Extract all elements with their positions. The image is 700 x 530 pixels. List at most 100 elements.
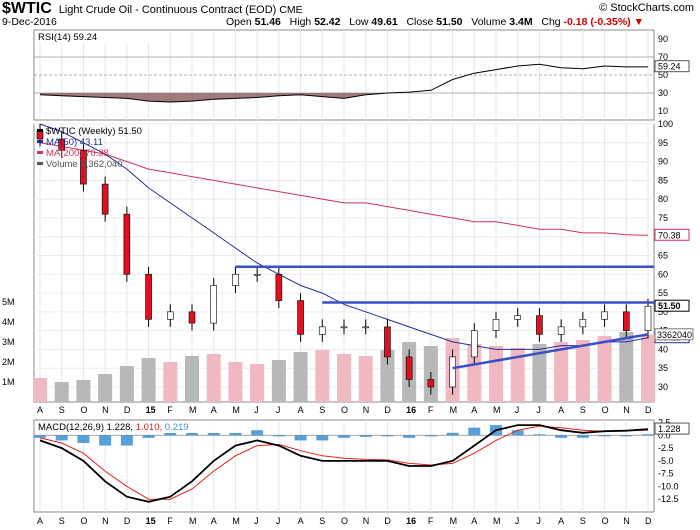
macd-tick-label: 2.5 <box>658 418 671 428</box>
x-tick-label-lower: F <box>167 516 173 526</box>
volume-bar <box>185 356 199 402</box>
macd-histogram-bar <box>316 435 329 441</box>
volume-bar <box>293 352 308 402</box>
volume-bar <box>98 374 113 402</box>
x-tick-label-lower: 16 <box>406 516 416 526</box>
macd-panel: 2.5 0.0 -2.5 -5.0 -7.5 -10.0 -12.5 MACD(12,26,9… <box>33 418 690 513</box>
x-tick-label-lower: J <box>515 516 520 526</box>
macd-histogram-bar <box>468 427 481 436</box>
down-arrow-icon: ▼ <box>633 16 644 28</box>
candle-down <box>427 379 435 388</box>
price-tick-label: 65 <box>658 250 668 260</box>
candle-up <box>514 315 522 320</box>
x-tick-label-lower: O <box>602 516 609 526</box>
volume-bar <box>33 378 47 402</box>
price-value-box <box>654 299 690 312</box>
x-tick-label-upper: O <box>80 405 87 415</box>
macd-histogram-bar <box>511 430 524 436</box>
price-tick-label: 85 <box>658 175 668 185</box>
x-tick-label-upper: O <box>602 405 609 415</box>
volume-bar <box>489 346 503 402</box>
x-tick-label-lower: F <box>428 516 434 526</box>
price-tick-label: 50 <box>658 307 668 317</box>
x-tick-label-upper: D <box>384 405 391 415</box>
x-tick-label-upper: S <box>580 405 586 415</box>
x-tick-label-lower: J <box>536 516 541 526</box>
date-label: 9-Dec-2016 <box>2 16 57 28</box>
price-tick-label: 90 <box>658 157 668 167</box>
candle-down <box>536 315 543 335</box>
candle-up <box>601 311 608 320</box>
volume-bar <box>76 380 91 402</box>
volume-bar <box>228 362 243 402</box>
candle-down <box>145 273 152 320</box>
change-value: -0.18 (-0.35%) <box>563 16 631 28</box>
change-label: Chg <box>541 16 561 28</box>
x-tick-label-upper: S <box>319 405 325 415</box>
rsi-tick-label: 30 <box>658 88 668 98</box>
candle-down <box>275 273 283 301</box>
volume-tick-label: 4M <box>2 317 15 327</box>
x-tick-label-lower: M <box>189 516 197 526</box>
volume-label: Volume <box>471 16 507 28</box>
price-tick-label: 95 <box>658 138 668 148</box>
macd-histogram-bar <box>294 435 307 441</box>
volume-bar <box>163 362 178 402</box>
x-tick-label-lower: D <box>645 516 652 526</box>
copyright-label[interactable]: © StockCharts.com <box>599 2 694 14</box>
price-panel: 10095908580757065605550454035305M4M3M2M1… <box>2 119 694 403</box>
candle-up <box>492 319 500 331</box>
candle-down <box>405 356 413 380</box>
macd-value-box <box>654 422 690 435</box>
volume-tick-label: 2M <box>2 357 15 367</box>
price-legend-entry: MA(200) 70.38 <box>46 148 109 159</box>
macd-tick-label: -12.5 <box>658 494 679 504</box>
volume-bar <box>641 334 655 402</box>
rsi-value-label: 59.24 <box>658 62 681 72</box>
rsi-value-box <box>654 60 690 73</box>
macd-histogram-bar <box>142 435 155 438</box>
candle-up <box>362 326 370 329</box>
x-tick-label-lower: N <box>623 516 630 526</box>
price-tick-label: 80 <box>658 194 668 204</box>
candle-down <box>188 311 196 324</box>
ohlc-summary: Open 51.46 High 52.42 Low 49.61 Close 51… <box>226 16 644 28</box>
open-value: 51.46 <box>254 16 281 28</box>
candle-up <box>579 319 587 328</box>
legend-swatch <box>37 162 43 165</box>
x-tick-label-lower: A <box>558 516 564 526</box>
x-tick-label-upper: O <box>341 405 348 415</box>
macd-tick-label: 0.0 <box>658 430 671 440</box>
volume-tick-label: 5M <box>2 297 15 307</box>
x-tick-label-upper: S <box>59 405 65 415</box>
price-tick-label: 40 <box>658 344 668 354</box>
x-tick-label-upper: 15 <box>146 405 156 415</box>
volume-bar <box>467 344 482 402</box>
symbol-label: $WTIC <box>2 0 52 17</box>
rsi-tick-label: 50 <box>658 70 668 80</box>
volume-bar <box>315 350 330 402</box>
x-tick-label-upper: J <box>254 405 259 415</box>
volume-value-label: 3362040 <box>657 330 692 340</box>
candle-up <box>340 326 348 329</box>
price-tick-label: 100 <box>658 119 673 129</box>
x-tick-label-upper: F <box>428 405 434 415</box>
macd-histogram-bar <box>555 435 568 438</box>
macd-title: MACD(12,26,9) 1.228, 1.010, 0.219 <box>38 422 189 433</box>
description-label: Light Crude Oil - Continuous Contract (E… <box>58 4 277 16</box>
open-label: Open <box>226 16 252 28</box>
x-tick-label-upper: A <box>471 405 477 415</box>
macd-histogram-bar <box>99 435 112 446</box>
price-value-label: 70.38 <box>658 230 681 240</box>
volume-bar <box>619 332 634 402</box>
macd-histogram-bar <box>576 435 589 438</box>
rsi-tick-label: 90 <box>658 34 668 44</box>
macd-histogram-bar <box>34 435 46 438</box>
x-tick-label-lower: N <box>363 516 370 526</box>
x-tick-label-upper: D <box>124 405 131 415</box>
high-value: 52.42 <box>314 16 341 28</box>
x-tick-label-upper: A <box>211 405 217 415</box>
x-tick-label-upper: N <box>623 405 630 415</box>
macd-value-label: 1.228 <box>658 424 681 434</box>
